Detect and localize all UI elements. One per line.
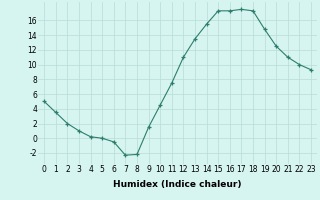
X-axis label: Humidex (Indice chaleur): Humidex (Indice chaleur) (113, 180, 242, 189)
